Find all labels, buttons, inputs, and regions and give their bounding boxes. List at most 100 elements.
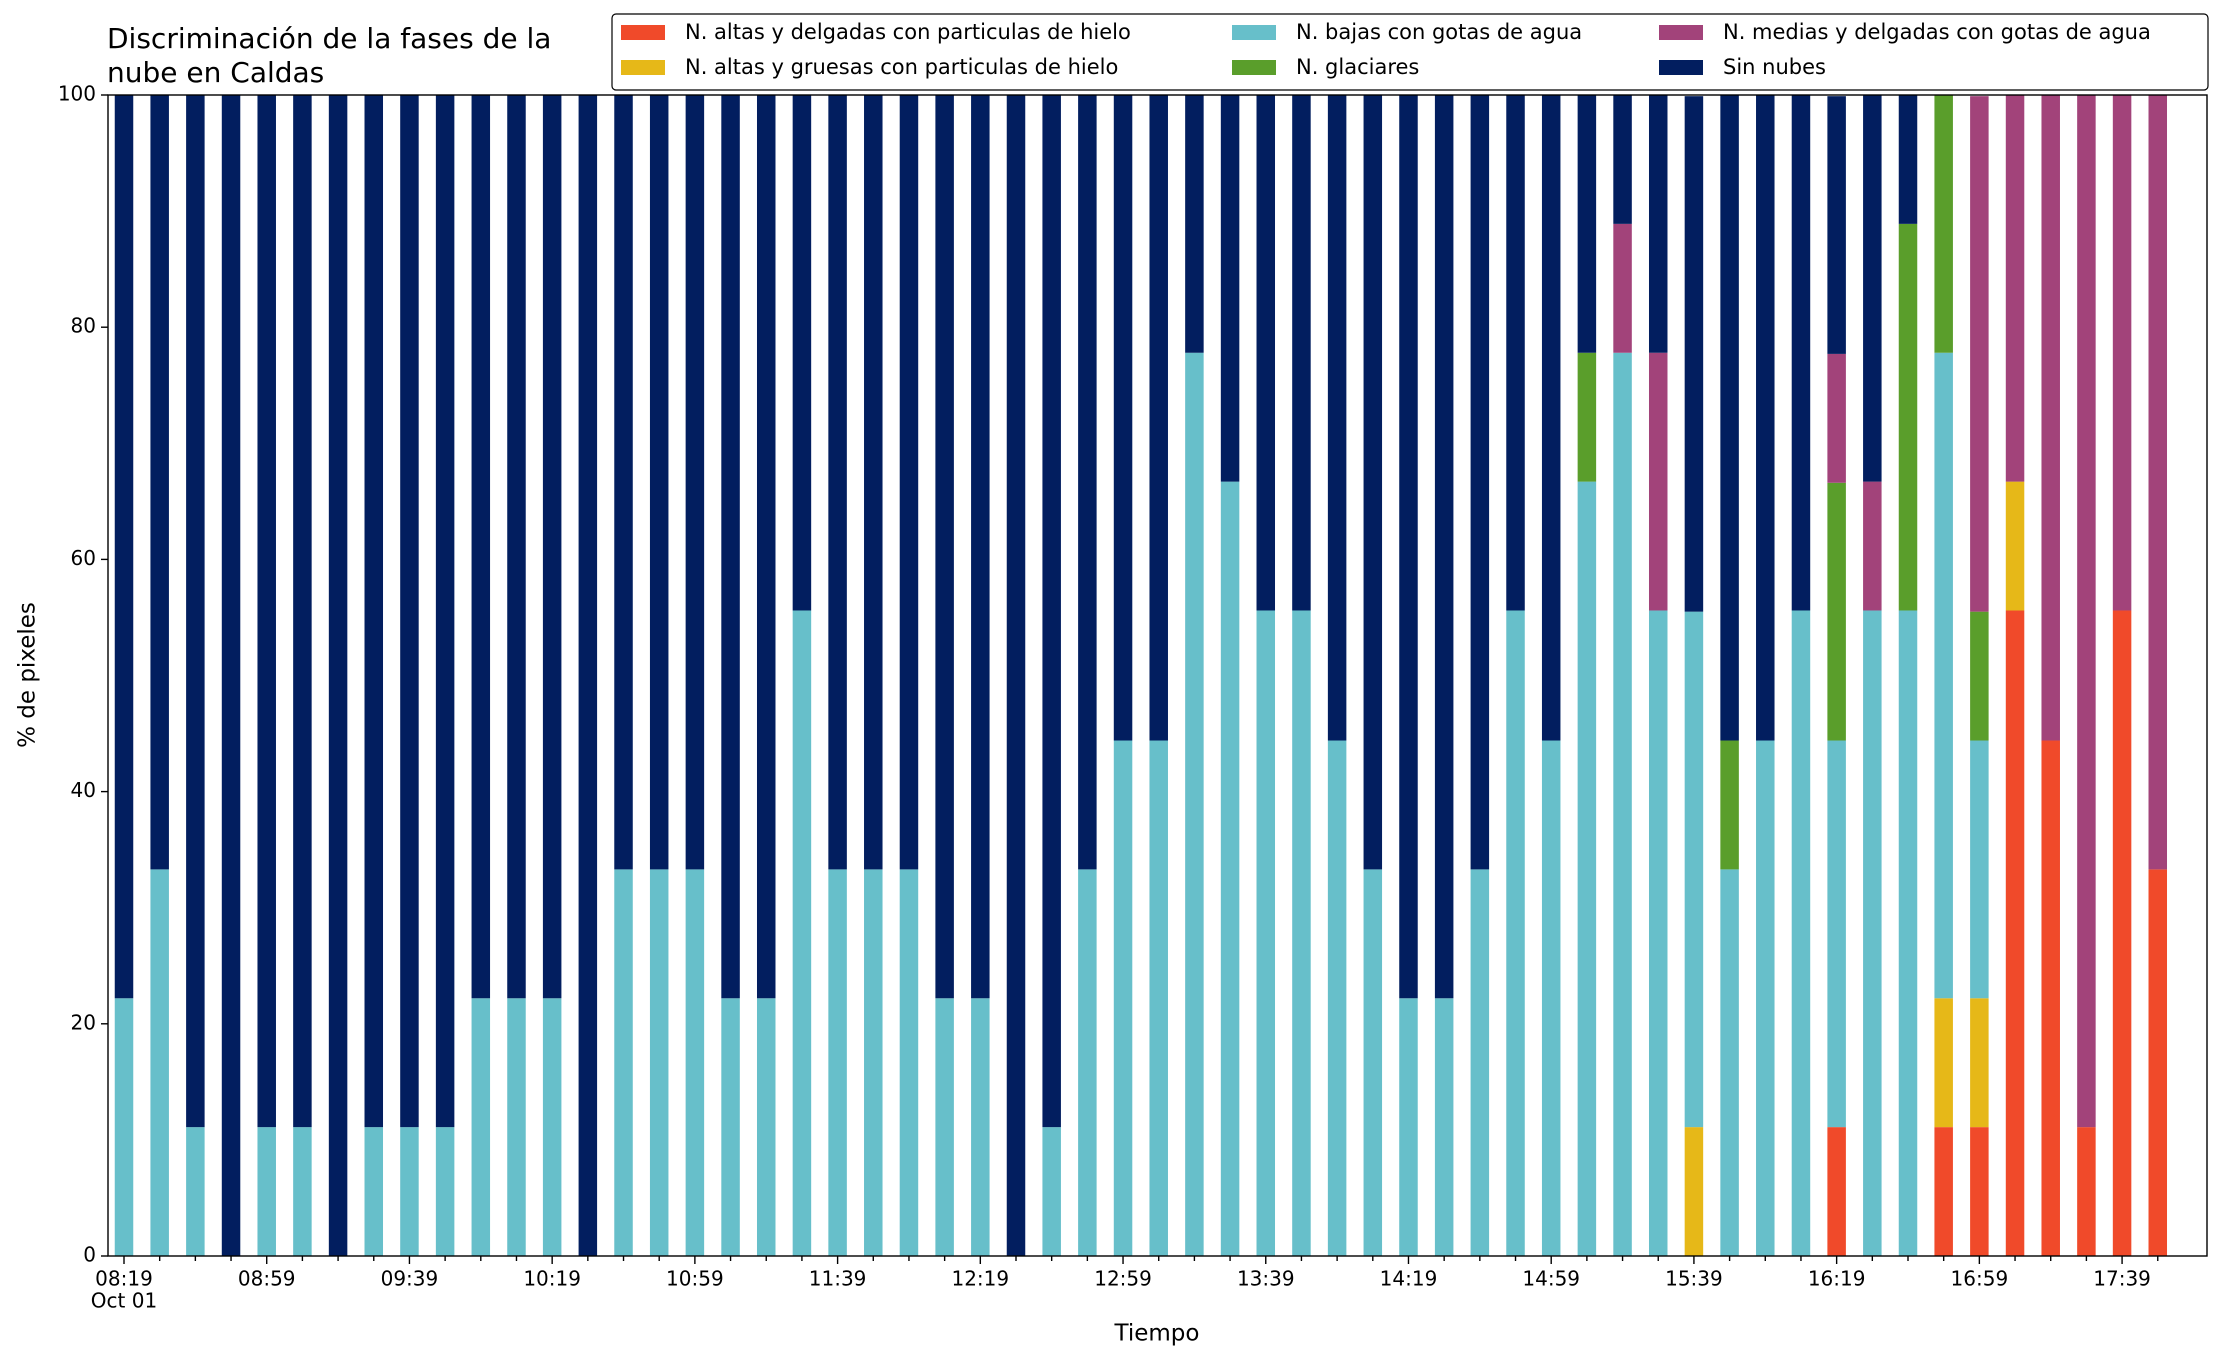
bar-segment xyxy=(1827,740,1846,1128)
bar-segment xyxy=(1577,481,1597,1256)
bar-segment xyxy=(542,998,562,1256)
bar-segment xyxy=(1863,610,1882,1256)
legend-label: N. altas y delgadas con particulas de hi… xyxy=(685,20,1131,44)
bar-segment xyxy=(1506,95,1525,611)
bar-segment xyxy=(328,95,348,1256)
bar-segment xyxy=(1506,610,1525,1256)
chart-title: Discriminación de la fases de la nube en … xyxy=(107,22,551,89)
bar-segment xyxy=(864,95,883,870)
bar-segment xyxy=(150,869,169,1256)
bar-segment xyxy=(1720,740,1739,870)
bar-segment xyxy=(1363,869,1383,1256)
x-tick-label: 15:39 xyxy=(1665,1267,1723,1291)
bar-segment xyxy=(1613,223,1632,353)
bar-segment xyxy=(792,610,812,1256)
bar-segment xyxy=(1149,95,1168,741)
bar-segment xyxy=(150,95,169,870)
legend-label: N. bajas con gotas de agua xyxy=(1296,20,1582,44)
legend-label: N. altas y gruesas con particulas de hie… xyxy=(685,55,1118,79)
bar-segment xyxy=(1113,740,1133,1256)
bar-segment xyxy=(542,95,562,999)
x-tick-label: 16:19 xyxy=(1808,1267,1866,1291)
bar-segment xyxy=(186,95,205,1128)
bar-segment xyxy=(1827,353,1846,483)
bar-segment xyxy=(1827,96,1846,354)
bar-segment xyxy=(1791,610,1811,1256)
legend-label: N. medias y delgadas con gotas de agua xyxy=(1723,20,2151,44)
bar-segment xyxy=(1042,95,1061,1128)
bar-segment xyxy=(721,998,740,1256)
x-axis-label: Tiempo xyxy=(1114,1321,1200,1347)
bar-segment xyxy=(1613,95,1632,224)
bar-segment xyxy=(2041,95,2060,741)
bar-segment xyxy=(1399,998,1418,1256)
bar-segment xyxy=(1756,95,1775,741)
bar-segment xyxy=(721,95,740,999)
bar-segment xyxy=(685,869,705,1256)
bar-segment xyxy=(1684,1127,1704,1256)
bar-segment xyxy=(1006,95,1026,1256)
bar-segment xyxy=(1756,740,1775,1256)
bar-segment xyxy=(1827,482,1846,741)
bar-segment xyxy=(1934,1127,1953,1256)
x-tick-label: 10:59 xyxy=(666,1267,724,1291)
bar-segment xyxy=(1898,223,1918,611)
bar-segment xyxy=(1399,95,1418,999)
y-tick-label: 40 xyxy=(71,778,96,802)
bar-segment xyxy=(2112,95,2132,611)
legend-swatch xyxy=(1659,25,1703,40)
x-tick-label: 12:19 xyxy=(951,1267,1009,1291)
x-tick-label: 09:39 xyxy=(381,1267,439,1291)
bar-segment xyxy=(1684,96,1704,612)
bar-segment xyxy=(685,95,705,870)
y-tick-label: 60 xyxy=(71,546,96,570)
y-tick-label: 100 xyxy=(58,82,96,106)
bar-segment xyxy=(1256,610,1276,1256)
bar-segment xyxy=(899,95,919,870)
bar-segment xyxy=(2005,481,2025,611)
legend-label: Sin nubes xyxy=(1723,55,1826,79)
bar-segment xyxy=(1113,95,1133,741)
bar-segment xyxy=(899,869,919,1256)
y-tick-label: 20 xyxy=(71,1010,96,1034)
bar-segment xyxy=(1078,95,1097,870)
bar-segment xyxy=(1327,740,1347,1256)
bar-segment xyxy=(2005,610,2025,1256)
bar-segment xyxy=(792,95,812,611)
bar-segment xyxy=(649,869,669,1256)
bar-segment xyxy=(2077,1127,2096,1256)
bar-segment xyxy=(1149,740,1168,1256)
bar-segment xyxy=(114,998,134,1256)
bar-segment xyxy=(1613,352,1632,1256)
bar-segment xyxy=(400,95,419,1128)
y-tick-label: 0 xyxy=(83,1243,96,1267)
legend-swatch xyxy=(621,25,665,40)
bar-segment xyxy=(221,95,241,1256)
bar-segment xyxy=(1577,352,1597,482)
bar-segment xyxy=(435,1127,455,1256)
bar-segment xyxy=(471,95,491,999)
bar-segment xyxy=(864,869,883,1256)
bar-segment xyxy=(828,95,847,870)
bar-segment xyxy=(1970,611,1989,741)
bar-segment xyxy=(186,1127,205,1256)
bar-segment xyxy=(1720,95,1739,741)
x-tick-label: 08:59 xyxy=(238,1267,296,1291)
bar-segment xyxy=(1256,95,1276,611)
legend-swatch xyxy=(1659,60,1703,75)
bar-segment xyxy=(1648,95,1668,353)
bar-segment xyxy=(1078,869,1097,1256)
bar-segment xyxy=(2148,869,2168,1256)
bar-segment xyxy=(364,1127,384,1256)
bar-segment xyxy=(1292,610,1311,1256)
x-tick-label: 14:59 xyxy=(1522,1267,1580,1291)
bar-segment xyxy=(1470,95,1490,870)
legend-swatch xyxy=(1232,60,1276,75)
bar-segment xyxy=(1185,352,1204,1256)
bar-segment xyxy=(257,95,276,1128)
bar-segment xyxy=(1363,95,1383,870)
bar-segment xyxy=(1541,95,1561,741)
bar-segment xyxy=(1185,95,1204,353)
